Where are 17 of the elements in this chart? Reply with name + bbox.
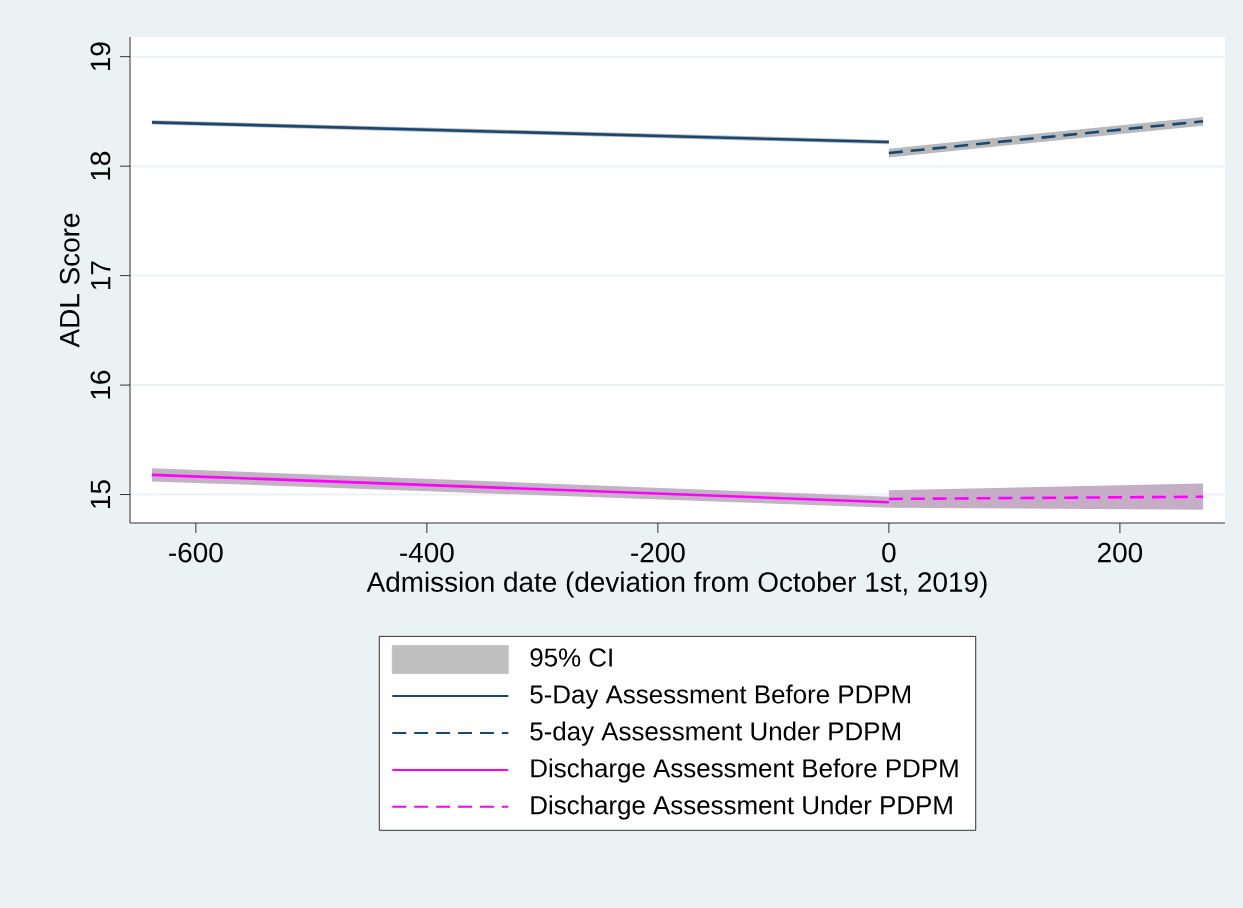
y-tick-label: 19 [90,42,111,71]
legend-label: Discharge Assessment Under PDPM [531,795,952,820]
y-tick-label: 18 [90,151,111,180]
x-tick-label: 200 [1098,542,1143,563]
y-tick-label: 16 [90,370,111,399]
x-tick-label: -400 [400,542,454,563]
legend-label: Discharge Assessment Before PDPM [531,758,958,783]
legend-label: 95% CI [530,648,612,667]
y-tick-label: 17 [91,261,111,290]
y-tick-label: 15 [90,480,111,508]
legend-label: 5-Day Assessment Before PDPM [530,684,911,709]
x-axis-title: Admission date (deviation from October 1st, 2019) [366,571,987,598]
y-axis-title: ADL Score [59,213,80,348]
legend-label: 5-day Assessment Under PDPM [530,721,900,746]
x-tick-label: -600 [169,542,223,563]
x-tick-label: 0 [882,542,896,563]
x-tick-label: -200 [631,542,685,563]
